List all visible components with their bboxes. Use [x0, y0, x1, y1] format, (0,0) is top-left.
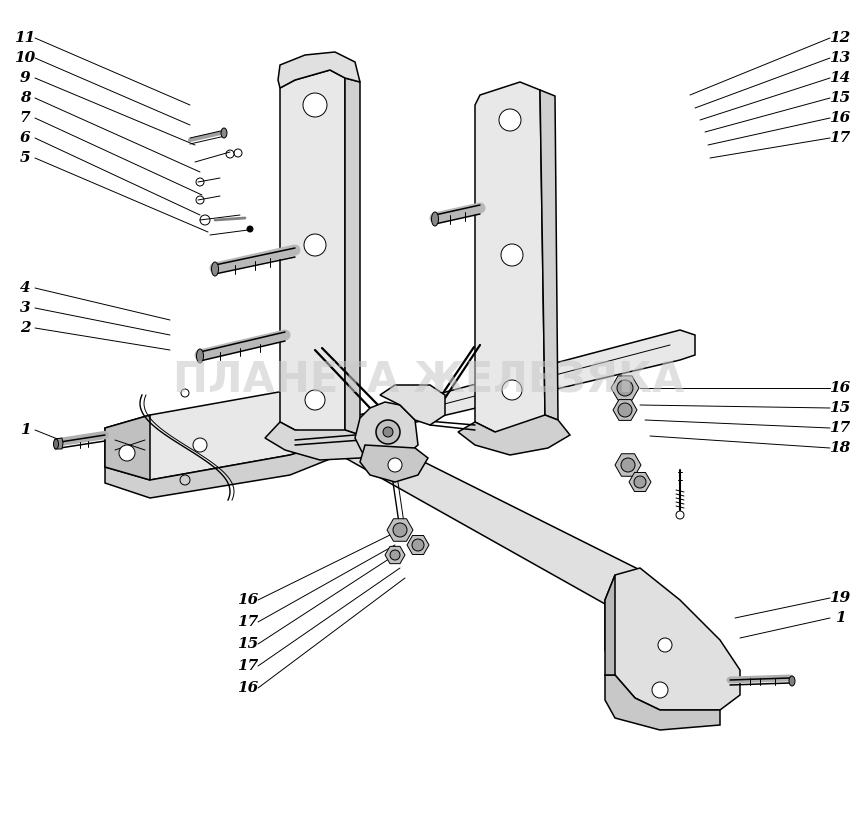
Circle shape — [652, 682, 668, 698]
Text: 6: 6 — [20, 131, 30, 145]
Text: 12: 12 — [830, 31, 851, 45]
Text: 16: 16 — [830, 381, 851, 395]
Circle shape — [305, 390, 325, 410]
Polygon shape — [278, 52, 360, 88]
Circle shape — [502, 380, 522, 400]
Polygon shape — [613, 400, 637, 420]
Text: 16: 16 — [830, 111, 851, 125]
Polygon shape — [345, 78, 360, 435]
Text: 8: 8 — [20, 91, 30, 105]
Text: 17: 17 — [237, 615, 259, 629]
Text: 4: 4 — [20, 281, 30, 295]
Text: 7: 7 — [20, 111, 30, 125]
Polygon shape — [605, 575, 615, 675]
Polygon shape — [105, 390, 340, 480]
Text: 1: 1 — [835, 611, 845, 625]
Circle shape — [618, 403, 632, 417]
Polygon shape — [280, 70, 345, 438]
Ellipse shape — [53, 439, 58, 449]
Circle shape — [634, 476, 646, 488]
Circle shape — [388, 458, 402, 472]
Circle shape — [501, 244, 523, 266]
Circle shape — [193, 438, 207, 452]
Polygon shape — [475, 82, 545, 432]
Circle shape — [303, 93, 327, 117]
Text: 15: 15 — [237, 637, 259, 651]
Circle shape — [412, 539, 424, 551]
Text: 15: 15 — [830, 91, 851, 105]
Text: 15: 15 — [830, 401, 851, 415]
Polygon shape — [355, 402, 418, 462]
Circle shape — [247, 226, 253, 232]
Ellipse shape — [212, 262, 219, 276]
Text: 5: 5 — [20, 151, 30, 165]
Text: 18: 18 — [830, 441, 851, 455]
Polygon shape — [105, 415, 150, 480]
Polygon shape — [265, 422, 380, 460]
Text: ПЛАНЕТА ЖЕЛЕЗЯКА: ПЛАНЕТА ЖЕЛЕЗЯКА — [173, 360, 684, 401]
Polygon shape — [338, 420, 650, 618]
Polygon shape — [407, 535, 429, 554]
Circle shape — [390, 550, 400, 560]
Ellipse shape — [196, 349, 203, 363]
Polygon shape — [605, 568, 740, 710]
Text: 17: 17 — [237, 659, 259, 673]
Polygon shape — [105, 440, 340, 498]
Ellipse shape — [221, 128, 227, 138]
Text: 2: 2 — [20, 321, 30, 335]
Circle shape — [617, 380, 633, 396]
Circle shape — [393, 523, 407, 537]
Polygon shape — [540, 90, 558, 420]
Text: 11: 11 — [15, 31, 36, 45]
Text: 17: 17 — [830, 421, 851, 435]
Polygon shape — [611, 376, 639, 400]
Circle shape — [621, 458, 635, 472]
Polygon shape — [605, 675, 720, 730]
Text: 9: 9 — [20, 71, 30, 85]
Circle shape — [658, 638, 672, 652]
Text: 1: 1 — [20, 423, 30, 437]
Ellipse shape — [432, 212, 439, 226]
Circle shape — [304, 234, 326, 256]
Text: 13: 13 — [830, 51, 851, 65]
Text: 10: 10 — [15, 51, 36, 65]
Polygon shape — [629, 472, 651, 492]
Ellipse shape — [789, 676, 795, 686]
Circle shape — [499, 109, 521, 131]
Polygon shape — [340, 330, 695, 440]
Polygon shape — [615, 454, 641, 476]
Polygon shape — [380, 385, 445, 425]
Text: 3: 3 — [20, 301, 30, 315]
Polygon shape — [387, 519, 413, 541]
Text: 16: 16 — [237, 681, 259, 695]
Circle shape — [119, 445, 135, 461]
Polygon shape — [360, 445, 428, 482]
Circle shape — [376, 420, 400, 444]
Text: 19: 19 — [830, 591, 851, 605]
Text: 16: 16 — [237, 593, 259, 607]
Text: 14: 14 — [830, 71, 851, 85]
Polygon shape — [458, 415, 570, 455]
Text: 17: 17 — [830, 131, 851, 145]
Polygon shape — [55, 438, 63, 449]
Polygon shape — [385, 546, 405, 564]
Circle shape — [383, 427, 393, 437]
